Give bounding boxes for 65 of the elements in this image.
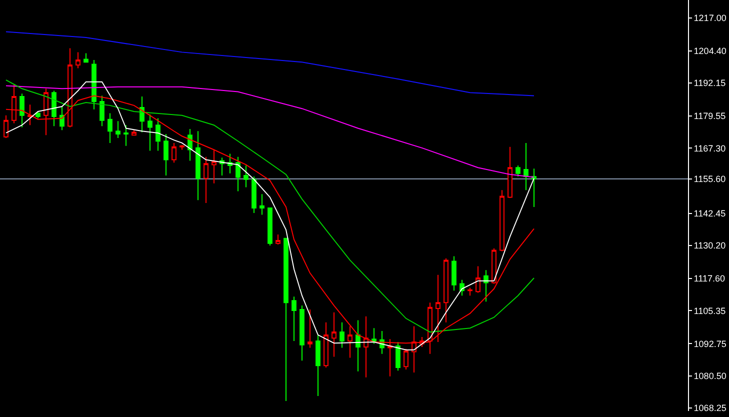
candlestick — [20, 93, 24, 128]
candlestick — [148, 114, 152, 152]
line-series — [6, 85, 534, 178]
candlestick — [492, 248, 496, 284]
candlestick — [444, 258, 448, 323]
y-tick-label: 1142.45 — [694, 208, 726, 219]
candlestick — [324, 322, 328, 368]
candlestick — [532, 168, 536, 208]
y-tick-label: 1117.60 — [694, 274, 726, 284]
candlestick — [468, 287, 472, 296]
candlestick — [108, 112, 112, 144]
candlestick — [100, 95, 104, 127]
candlestick — [276, 234, 280, 245]
candlestick — [396, 342, 400, 372]
y-tick-label: 1204.40 — [694, 46, 726, 56]
candlestick — [84, 52, 88, 63]
candlestick — [60, 106, 64, 131]
candlestick — [516, 165, 520, 178]
candlestick — [508, 146, 512, 199]
candlestick — [500, 190, 504, 252]
candlestick — [252, 176, 256, 214]
candlestick — [204, 156, 208, 204]
candlestick — [316, 334, 320, 397]
candlestick — [244, 165, 248, 188]
y-tick-label: 1217.00 — [694, 12, 726, 23]
candlestick — [28, 104, 32, 126]
y-tick-label: 1105.35 — [694, 306, 726, 316]
candlestick — [92, 60, 96, 110]
candlestick — [4, 114, 8, 138]
y-tick-label: 1155.60 — [694, 174, 726, 184]
y-tick-label: 1192.15 — [694, 78, 726, 88]
line-series — [6, 31, 534, 96]
candlestick — [132, 130, 136, 136]
y-tick-label: 1179.55 — [694, 111, 726, 122]
candlestick — [524, 142, 528, 191]
candlestick — [76, 52, 80, 69]
candlestick — [164, 134, 168, 176]
y-tick-label: 1092.75 — [694, 338, 726, 349]
candlestick — [260, 194, 264, 216]
candlestick — [268, 207, 272, 246]
candlestick — [452, 256, 456, 292]
candlestick — [172, 142, 176, 164]
candlestick — [292, 296, 296, 342]
candlestick — [356, 320, 360, 372]
candlestick — [180, 144, 184, 150]
y-tick-label: 1080.50 — [694, 371, 726, 381]
candlestick — [340, 322, 344, 348]
candlestick — [284, 238, 288, 402]
candlestick — [36, 110, 40, 119]
candlestick — [236, 156, 240, 192]
candlestick — [300, 305, 304, 362]
candlestick — [156, 118, 160, 152]
candlestick — [308, 309, 312, 348]
candlestick — [484, 270, 488, 302]
candlestick — [116, 120, 120, 138]
candlestick — [332, 312, 336, 358]
candlestick — [212, 149, 216, 184]
y-tick-label: 1167.30 — [694, 143, 726, 154]
candlestick — [476, 266, 480, 294]
candlestick — [404, 348, 408, 370]
candlestick — [52, 90, 56, 127]
candlestick — [124, 124, 128, 146]
y-tick-label: 1068.25 — [694, 403, 726, 414]
y-tick-label: 1130.20 — [694, 240, 726, 251]
candlestick — [196, 130, 200, 201]
